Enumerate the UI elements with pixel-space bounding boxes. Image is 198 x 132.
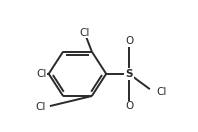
Text: Cl: Cl [156, 87, 167, 97]
Text: O: O [125, 102, 133, 112]
Text: S: S [125, 69, 133, 79]
Text: Cl: Cl [36, 69, 47, 79]
Text: Cl: Cl [35, 102, 46, 112]
Text: O: O [125, 36, 133, 46]
Text: Cl: Cl [79, 28, 90, 38]
